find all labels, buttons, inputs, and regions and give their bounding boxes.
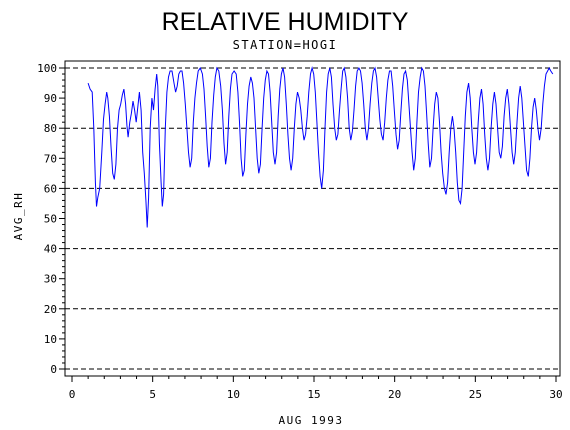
x-tick-label: 15	[307, 388, 320, 401]
y-tick-label: 20	[44, 303, 57, 316]
x-tick-label: 30	[549, 388, 562, 401]
y-tick-label: 70	[44, 152, 57, 165]
x-tick-label: 0	[69, 388, 76, 401]
y-tick-label: 90	[44, 92, 57, 105]
x-tick-label: 5	[149, 388, 156, 401]
y-tick-label: 40	[44, 243, 57, 256]
y-tick-label: 60	[44, 182, 57, 195]
y-axis-label: AVG_RH	[12, 192, 25, 241]
x-tick-label: 10	[227, 388, 240, 401]
y-tick-label: 100	[37, 62, 57, 75]
y-tick-label: 0	[50, 363, 57, 376]
chart-subtitle: STATION=HOGI	[233, 38, 338, 52]
y-tick-label: 50	[44, 213, 57, 226]
y-tick-label: 10	[44, 333, 57, 346]
x-tick-label: 20	[388, 388, 401, 401]
y-tick-label: 30	[44, 273, 57, 286]
chart-title: RELATIVE HUMIDITY	[162, 8, 409, 36]
y-tick-label: 80	[44, 122, 57, 135]
series-line-avg-rh	[87, 66, 554, 228]
x-axis: 0 5 10 15 20 25 30	[69, 376, 563, 401]
y-axis: 0 10 20 30 40 50 60 70 80 90 100	[37, 62, 65, 376]
x-tick-label: 25	[469, 388, 482, 401]
plot-frame	[64, 60, 561, 377]
reference-lines	[65, 67, 560, 370]
x-axis-label: AUG 1993	[279, 414, 344, 427]
